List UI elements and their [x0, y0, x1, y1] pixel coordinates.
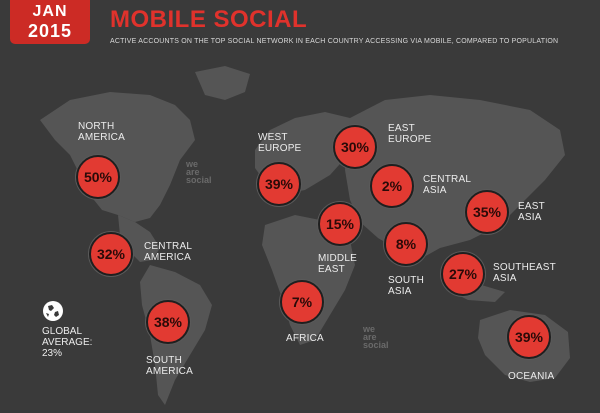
region-value-central-asia: 2%: [370, 164, 414, 208]
region-value-middle-east: 15%: [318, 202, 362, 246]
region-value-south-america: 38%: [146, 300, 190, 344]
page-subtitle: ACTIVE ACCOUNTS ON THE TOP SOCIAL NETWOR…: [110, 38, 559, 45]
region-label-south-america: SOUTH AMERICA: [146, 355, 193, 377]
region-value-southeast-asia: 27%: [441, 252, 485, 296]
region-label-east-asia: EAST ASIA: [518, 201, 545, 223]
region-value-north-america: 50%: [76, 155, 120, 199]
region-value-west-europe: 39%: [257, 162, 301, 206]
continent-asia: [345, 95, 565, 262]
page-title: MOBILE SOCIAL: [110, 6, 308, 33]
region-label-north-america: NORTH AMERICA: [78, 121, 125, 143]
region-value-central-america: 32%: [89, 232, 133, 276]
region-label-central-america: CENTRAL AMERICA: [144, 241, 193, 263]
region-label-southeast-asia: SOUTHEAST ASIA: [493, 262, 556, 284]
globe-icon: [43, 301, 63, 321]
global-average-label-2: AVERAGE:: [42, 337, 93, 348]
region-label-oceania: OCEANIA: [508, 371, 555, 382]
global-average: GLOBAL AVERAGE: 23%: [42, 326, 92, 359]
region-value-east-asia: 35%: [465, 190, 509, 234]
region-value-south-asia: 8%: [384, 222, 428, 266]
global-average-value: 23%: [42, 348, 63, 359]
region-value-east-europe: 30%: [333, 125, 377, 169]
region-label-africa: AFRICA: [286, 333, 324, 344]
region-label-east-europe: EAST EUROPE: [388, 123, 432, 145]
date-badge: JAN 2015: [10, 0, 90, 44]
badge-year: 2015: [27, 21, 73, 41]
badge-month: JAN: [32, 3, 68, 20]
region-label-middle-east: MIDDLE EAST: [318, 253, 357, 275]
region-value-africa: 7%: [280, 280, 324, 324]
watermark-we-are-social: we are social: [363, 324, 389, 350]
watermark-we-are-social: we are social: [186, 159, 212, 185]
region-value-oceania: 39%: [507, 315, 551, 359]
region-label-west-europe: WEST EUROPE: [258, 132, 302, 154]
continent-greenland: [195, 66, 250, 100]
region-label-central-asia: CENTRAL ASIA: [423, 174, 472, 196]
global-average-label-1: GLOBAL: [42, 326, 83, 337]
continent-north-america: [40, 92, 195, 222]
region-label-south-asia: SOUTH ASIA: [388, 275, 424, 297]
